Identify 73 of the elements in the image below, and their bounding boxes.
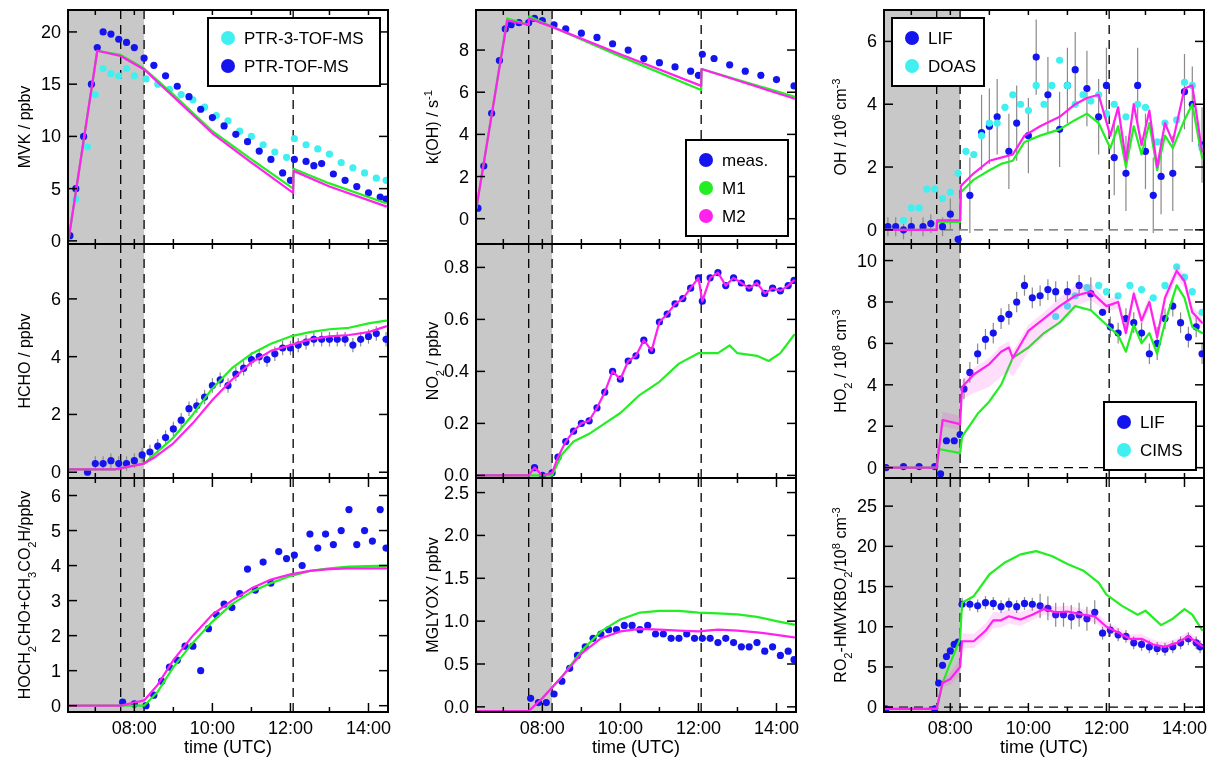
y-tick-label: 8 [866, 291, 877, 312]
y-tick-label: 6 [50, 485, 61, 506]
x-axis-title: time (UTC) [1000, 737, 1088, 757]
y-tick-label: 0.8 [443, 257, 469, 278]
y-tick-label: 2 [50, 625, 61, 646]
y-tick-label: 25 [856, 496, 877, 517]
y-tick-label: 10 [40, 126, 61, 147]
y-axis-title: MGLYOX / ppbv [424, 537, 441, 653]
y-tick-label: 2 [50, 404, 61, 425]
y-tick-label: 10 [856, 616, 877, 637]
x-tick-label: 14:00 [753, 718, 800, 738]
x-tick-label: 10:00 [189, 718, 235, 738]
y-tick-label: 4 [50, 555, 61, 576]
y-tick-label: 2 [866, 157, 877, 178]
y-tick-label: 5 [866, 656, 877, 677]
x-axis-title: time (UTC) [184, 737, 272, 757]
y-tick-label: 0.4 [443, 361, 469, 382]
y-tick-label: 0 [866, 457, 877, 478]
y-tick-label: 1 [50, 660, 61, 681]
y-tick-label: 6 [866, 333, 877, 354]
y-tick-label: 20 [856, 536, 877, 557]
y-tick-label: 6 [458, 82, 469, 103]
y-tick-label: 1.5 [443, 568, 469, 589]
y-tick-label: 0.5 [443, 654, 469, 674]
y-tick-label: 4 [866, 94, 877, 115]
y-tick-label: 0 [458, 208, 469, 229]
legend-label: PTR-TOF-MS [244, 57, 349, 76]
y-axis-title: MVK / ppbv [16, 85, 33, 169]
y-axis-title: HCHO / ppbv [16, 313, 33, 409]
y-tick-label: 20 [40, 21, 61, 42]
legend-label: M2 [722, 207, 746, 226]
y-tick-label: 0 [866, 697, 877, 718]
y-tick-label: 15 [40, 74, 61, 95]
legend-label: LIF [928, 29, 953, 48]
x-tick-label: 10:00 [597, 718, 643, 738]
y-tick-label: 4 [866, 374, 877, 395]
x-tick-label: 08:00 [927, 718, 973, 738]
y-tick-label: 5 [50, 178, 61, 199]
x-tick-label: 12:00 [267, 718, 313, 738]
y-tick-label: 0.0 [443, 696, 469, 717]
y-tick-label: 2 [458, 166, 469, 187]
x-tick-label: 08:00 [111, 718, 157, 738]
y-tick-label: 5 [50, 520, 61, 541]
x-tick-label: 14:00 [1161, 718, 1208, 738]
y-tick-label: 1.0 [443, 611, 469, 632]
y-tick-label: 2.0 [443, 525, 469, 546]
y-tick-label: 0.6 [443, 309, 469, 330]
x-axis-title: time (UTC) [592, 737, 680, 757]
x-tick-label: 08:00 [519, 718, 565, 738]
y-tick-label: 0 [50, 230, 61, 251]
x-tick-label: 12:00 [675, 718, 721, 738]
y-tick-label: 15 [856, 576, 877, 597]
y-tick-label: 2 [866, 416, 877, 437]
legend-label: meas. [722, 151, 769, 170]
x-tick-label: 12:00 [1083, 718, 1129, 738]
y-tick-label: 4 [458, 124, 469, 145]
x-tick-label: 10:00 [1005, 718, 1051, 738]
legend-label: M1 [722, 179, 746, 198]
y-tick-label: 3 [50, 590, 61, 611]
x-tick-label: 14:00 [345, 718, 392, 738]
legend-label: DOAS [928, 57, 977, 76]
legend-label: PTR-3-TOF-MS [244, 29, 364, 48]
y-tick-label: 8 [458, 40, 469, 61]
y-tick-label: 0 [50, 462, 61, 483]
y-tick-label: 0.2 [443, 413, 469, 434]
y-tick-label: 0 [866, 219, 877, 240]
y-tick-label: 4 [50, 346, 61, 367]
y-tick-label: 0 [50, 695, 61, 716]
y-tick-label: 6 [866, 31, 877, 52]
legend-label: LIF [1140, 413, 1165, 432]
y-tick-label: 10 [856, 250, 877, 271]
y-tick-label: 6 [50, 288, 61, 309]
legend-label: CIMS [1140, 441, 1183, 460]
